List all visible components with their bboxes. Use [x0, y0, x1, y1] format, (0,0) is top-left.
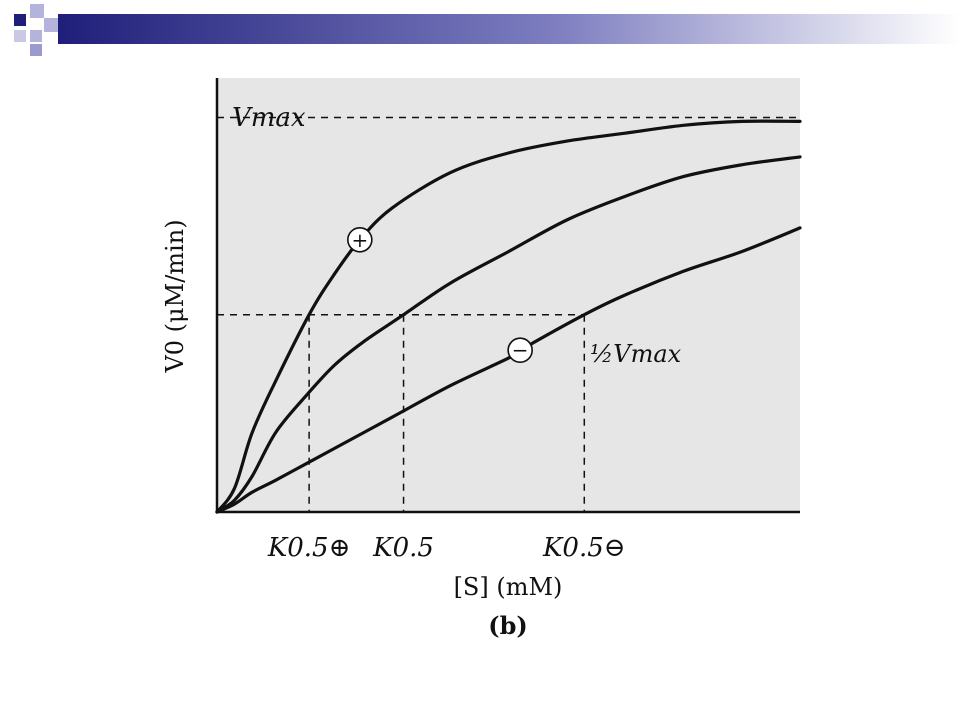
header-square [14, 30, 26, 42]
header-gradient-bar [58, 14, 960, 44]
series-marker-circle [347, 226, 373, 253]
x-axis-label: [S] (mM) [454, 573, 563, 601]
header-square [30, 4, 44, 18]
header-square [14, 14, 26, 26]
header-square [30, 44, 42, 56]
header-square [44, 18, 58, 32]
y-axis-label: V0 (μM/min) [161, 219, 189, 373]
plot-background [217, 78, 800, 512]
curves [215, 119, 802, 514]
series-marker-circle [507, 337, 533, 364]
guide-lines [217, 116, 800, 512]
panel-label: (b) [488, 611, 528, 640]
curve-markers: +− [347, 226, 533, 364]
slide-header-decoration [0, 0, 960, 60]
x-tick-label: K0.5⊕ [267, 533, 351, 563]
series-marker-symbol: + [351, 228, 368, 252]
half-vmax-label: ½Vmax [590, 340, 682, 368]
header-square [30, 30, 42, 42]
x-tick-labels: K0.5⊕ K0.5 K0.5⊖ [267, 533, 626, 563]
x-tick-label: K0.5⊖ [542, 533, 626, 563]
series-line-1 [215, 119, 802, 514]
header-squares-graphic [14, 4, 960, 56]
series-line-2 [215, 155, 802, 514]
x-tick-label: K0.5 [372, 533, 434, 563]
vmax-label: Vmax [232, 103, 306, 133]
series-line-3 [215, 226, 802, 514]
series-marker-symbol: − [512, 338, 529, 362]
